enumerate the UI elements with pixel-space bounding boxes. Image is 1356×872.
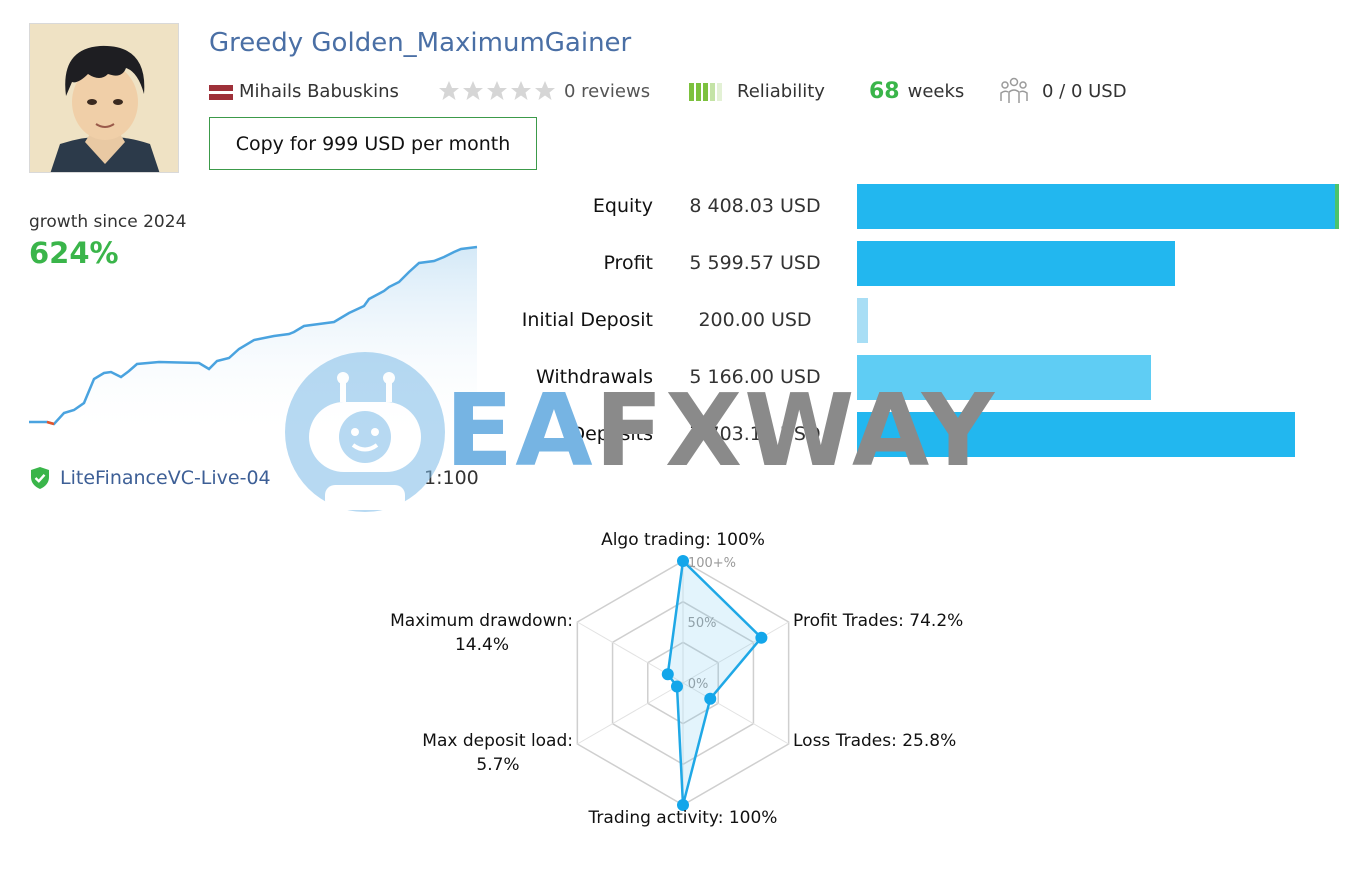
stat-bar xyxy=(857,412,1295,457)
radar-axis-label: Profit Trades: 74.2% xyxy=(793,611,963,631)
radar-data-point xyxy=(677,555,689,567)
radar-axis-value: 5.7% xyxy=(476,755,519,775)
stat-bar xyxy=(857,298,868,343)
radar-axis-line xyxy=(682,682,789,745)
radar-axis-label: Trading activity: 100% xyxy=(588,808,778,828)
copy-signal-button[interactable]: Copy for 999 USD per month xyxy=(209,117,537,170)
growth-line xyxy=(29,245,478,426)
radar-axis-line xyxy=(682,621,789,684)
radar-data-point xyxy=(661,668,674,681)
stat-bar xyxy=(857,184,1335,229)
eafxway-watermark: EAFXWAY xyxy=(445,372,996,489)
growth-value: 624% xyxy=(29,236,119,270)
radar-data-point xyxy=(677,799,689,811)
growth-initial-segment xyxy=(46,420,55,426)
reliability-bars-icon xyxy=(689,83,722,101)
stat-label: Withdrawals xyxy=(535,366,653,388)
leverage-value: 1:100 xyxy=(424,467,479,489)
weeks-age: 68 weeks xyxy=(869,78,964,104)
risk-radar-chart: 100+% 50% 0% Algo trading: 100% Profit Trade… xyxy=(390,530,963,828)
reliability-label: Reliability xyxy=(737,80,825,102)
stat-label: Deposits xyxy=(570,423,653,445)
radar-axis-label: Maximum drawdown: xyxy=(390,611,573,631)
subscribers-icon xyxy=(1000,77,1028,103)
radar-axis-line xyxy=(577,682,684,745)
radar-data-point xyxy=(670,680,683,693)
robot-logo-watermark-icon xyxy=(285,352,445,512)
radar-axis-label: Algo trading: 100% xyxy=(601,530,765,550)
stat-value: 200.00 USD xyxy=(698,309,812,331)
stat-value: 5 166.00 USD xyxy=(689,366,821,388)
weeks-label: weeks xyxy=(907,80,965,102)
rating-stars xyxy=(438,80,558,102)
stat-value: 7 703.18 USD xyxy=(689,423,821,445)
watermark-part-1: EA xyxy=(445,372,595,489)
stat-label: Equity xyxy=(592,195,653,217)
stat-label: Profit xyxy=(603,252,653,274)
stat-bar xyxy=(857,241,1175,286)
radar-data-point xyxy=(755,631,768,644)
reviews-link[interactable]: 0 reviews xyxy=(564,80,651,102)
radar-tick-label: 100+% xyxy=(688,556,736,571)
radar-axis-label: Loss Trades: 25.8% xyxy=(793,731,956,751)
stat-label: Initial Deposit xyxy=(521,309,653,331)
radar-tick-label: 0% xyxy=(688,677,709,692)
weeks-count: 68 xyxy=(869,78,900,104)
radar-data-point xyxy=(704,692,717,705)
page-title[interactable]: Greedy Golden_MaximumGainer xyxy=(209,28,632,58)
radar-axis-value: 14.4% xyxy=(455,635,509,655)
stat-bar xyxy=(857,355,1151,400)
growth-label: growth since 2024 xyxy=(29,212,187,232)
watermark-part-2: FXWAY xyxy=(594,372,997,489)
latvia-flag-icon xyxy=(209,85,233,100)
star-icon xyxy=(439,81,555,100)
equity-profit-edge xyxy=(1335,184,1339,229)
subscribers-count: 0 / 0 USD xyxy=(1042,80,1127,102)
author-name[interactable]: Mihails Babuskins xyxy=(239,80,399,102)
verified-shield-icon xyxy=(31,467,49,489)
avatar[interactable] xyxy=(29,23,179,173)
stat-value: 8 408.03 USD xyxy=(689,195,821,217)
radar-tick-label: 50% xyxy=(688,616,717,631)
radar-axis-label: Max deposit load: xyxy=(422,731,573,751)
broker-server-link[interactable]: LiteFinanceVC-Live-04 xyxy=(60,467,271,489)
stat-value: 5 599.57 USD xyxy=(689,252,821,274)
